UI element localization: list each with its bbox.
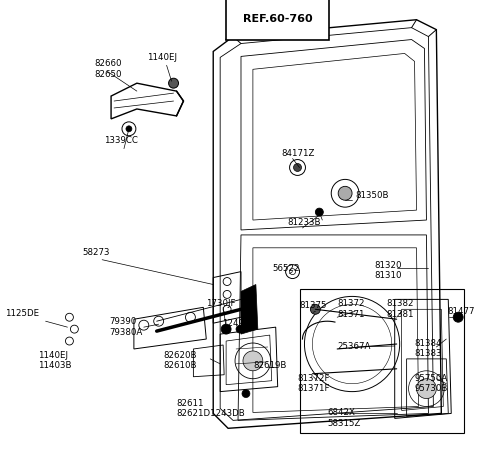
Circle shape <box>294 164 301 171</box>
Text: 81372
81371: 81372 81371 <box>337 299 365 319</box>
Circle shape <box>221 324 231 334</box>
Text: 82611
82621D1243DB: 82611 82621D1243DB <box>177 399 245 418</box>
Circle shape <box>417 379 436 399</box>
Text: 81233B: 81233B <box>288 218 321 227</box>
Circle shape <box>168 78 179 88</box>
Text: 1125DE: 1125DE <box>5 309 39 318</box>
Text: 1249NB: 1249NB <box>222 319 256 328</box>
Circle shape <box>236 325 244 333</box>
Circle shape <box>126 126 132 132</box>
Text: 82619B: 82619B <box>253 361 286 370</box>
Text: 79390
79380A: 79390 79380A <box>109 317 143 336</box>
Text: 81372F
81371F: 81372F 81371F <box>298 374 330 393</box>
Text: 56522: 56522 <box>273 264 300 273</box>
Text: 1140EJ
11403B: 1140EJ 11403B <box>38 351 71 370</box>
Text: 1730JF: 1730JF <box>206 299 236 308</box>
Circle shape <box>242 390 250 398</box>
Text: 81350B: 81350B <box>355 191 388 200</box>
Text: 1339CC: 1339CC <box>104 136 138 145</box>
Text: 58273: 58273 <box>82 248 110 257</box>
Polygon shape <box>241 285 258 334</box>
Text: 81375: 81375 <box>300 301 327 310</box>
Text: 81384
81383: 81384 81383 <box>415 339 442 359</box>
Text: 81320
81310: 81320 81310 <box>375 261 402 280</box>
Circle shape <box>311 304 320 314</box>
Text: 1140EJ: 1140EJ <box>147 53 177 62</box>
Text: 6842X
58315Z: 6842X 58315Z <box>327 409 360 428</box>
Circle shape <box>338 186 352 200</box>
Text: 82620B
82610B: 82620B 82610B <box>164 351 197 370</box>
Text: REF.60-760: REF.60-760 <box>243 14 312 24</box>
Circle shape <box>453 312 463 322</box>
Text: 82660
82650: 82660 82650 <box>94 60 122 79</box>
Circle shape <box>243 351 263 371</box>
Text: 81382
81381: 81382 81381 <box>387 299 414 319</box>
Text: 84171Z: 84171Z <box>282 149 315 158</box>
Circle shape <box>315 208 324 216</box>
Text: 81477: 81477 <box>447 307 475 316</box>
Text: 95750A
95730B: 95750A 95730B <box>415 374 448 393</box>
Text: 25367A: 25367A <box>337 342 371 351</box>
